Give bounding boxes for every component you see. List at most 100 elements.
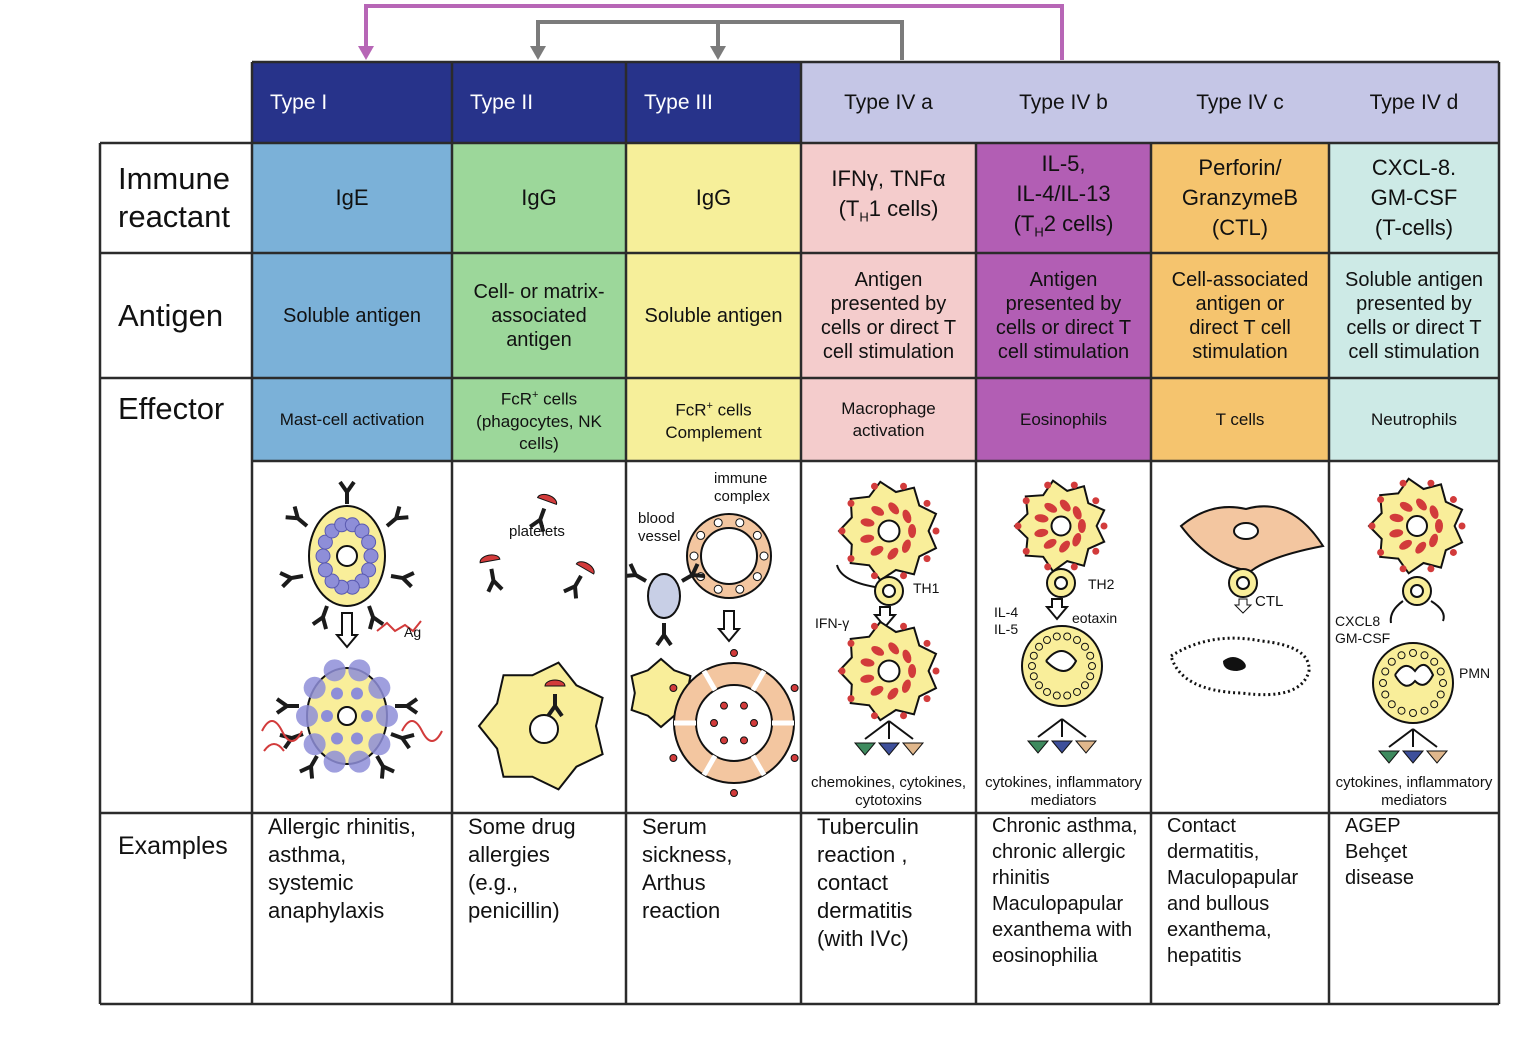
type-header-5: Type IV b (976, 62, 1151, 143)
antibody-icon (285, 505, 309, 528)
examples-cell-7: AGEP Behçet disease (1329, 813, 1499, 1004)
granule (860, 518, 875, 527)
text-line: hepatitis (1167, 945, 1242, 967)
antibody-icon (390, 571, 415, 589)
eosinophil-granule (1073, 687, 1081, 696)
bilobed-nucleus (1045, 650, 1078, 672)
granule (902, 509, 912, 524)
platelet-body (479, 554, 501, 564)
text-line: systemic (268, 870, 354, 895)
granule (1044, 502, 1058, 513)
examples-cell-1: Allergic rhinitis, asthma, systemic anaphyl… (252, 813, 452, 1004)
multilobed-nucleus (1394, 664, 1435, 687)
antibody-arms (367, 605, 385, 630)
receptor-dot (847, 555, 855, 563)
mediator-arrow (1388, 728, 1414, 748)
eosinophil-granule (1080, 681, 1089, 690)
granule (1399, 539, 1412, 550)
examples-cell-6: Contact dermatitis, Maculopapular and bullo… (1151, 813, 1329, 1004)
arrow-down-icon (334, 612, 360, 649)
granule (860, 674, 875, 683)
released-granule (348, 750, 371, 773)
reactant-cell-7: CXCL-8. GM-CSF (T-cells) (1329, 143, 1499, 253)
mediator-triangle (901, 742, 925, 756)
label-line: CTL (1255, 593, 1283, 610)
text-line: contact (817, 870, 888, 895)
receptor-dot (870, 572, 878, 580)
label-ifn: IFN-γ (815, 615, 849, 631)
row-label-reactant: Immune reactant (100, 143, 252, 253)
text-line: Eosinophils (1020, 409, 1107, 429)
eosinophil-granule (1086, 651, 1095, 660)
receptor-dot (1092, 547, 1100, 555)
granule (888, 502, 900, 515)
wall-gap (701, 754, 718, 777)
platelet-icon (479, 554, 504, 593)
gray-arrow (530, 20, 904, 60)
text-line: IgG (521, 185, 557, 210)
receptor-dot (1399, 565, 1407, 573)
examples-cell-3: Serum sickness, Arthus reaction (626, 813, 801, 1004)
receptor-dot (1070, 481, 1078, 489)
label-line: IL-5 (994, 621, 1018, 637)
effector-cell-1: Mast-cell activation (252, 378, 452, 461)
receptor-dot (1100, 522, 1108, 530)
label-ag: Ag (404, 624, 421, 640)
mediator-triangle (1377, 750, 1401, 764)
caption-type-4a: chemokines, cytokines, cytotoxins (810, 774, 967, 809)
text-line: disease (1345, 867, 1414, 889)
purple-arrow (358, 4, 1064, 60)
antibody-arms (375, 755, 395, 779)
immune-complex (740, 701, 748, 710)
reactant-cell-6: Perforin/GranzymeB (CTL) (1151, 143, 1329, 253)
neutrophil-granule (1409, 649, 1417, 657)
antibody-arms (529, 507, 547, 533)
text-line: Cell- or matrix- (473, 280, 605, 303)
granule (1077, 519, 1086, 533)
text-line: T cells (1215, 409, 1265, 429)
granule (888, 642, 900, 655)
receptor-dot (1377, 496, 1385, 504)
receptor-dot (900, 622, 908, 630)
released-granule (323, 750, 346, 773)
receptor-dot (1014, 522, 1022, 530)
text-line: IgG (695, 185, 732, 210)
text-line: (with IVc) (817, 926, 909, 951)
text-line: direct T cell (1189, 316, 1291, 339)
receptor-dot (1368, 522, 1376, 530)
text-line: (TH2 cells) (1013, 210, 1114, 240)
label-immune_complex: immune complex (714, 470, 770, 505)
nucleus (337, 706, 357, 726)
antibody-icon (390, 732, 415, 750)
text-line: (e.g., (468, 870, 519, 895)
label-blood_vessel: blood vessel (638, 510, 681, 545)
text-line: (TH1 cells) (838, 195, 939, 225)
type-header-1: Type I (252, 62, 452, 143)
granule (1034, 514, 1049, 523)
text-line: IL-4/IL-13 (1016, 180, 1111, 206)
subscript-h: H (859, 209, 869, 225)
damaged-lumen (695, 684, 773, 762)
antigen-cell-3: Soluble antigen (626, 253, 801, 378)
t-cell-nucleus (1236, 576, 1250, 590)
target-nucleus (1233, 522, 1259, 540)
receptor-dot (847, 639, 855, 647)
released-granule (348, 659, 371, 682)
immune-complex (730, 789, 738, 797)
arrow-down-icon (1044, 598, 1070, 621)
platelet-body (536, 493, 558, 506)
mediator-arrow (864, 720, 890, 740)
eosinophil-granule (1043, 636, 1051, 645)
arrow-down-icon (872, 606, 898, 629)
neutrophil-granule (1439, 679, 1447, 687)
mediator-arrow (1412, 728, 1438, 748)
text-line: Chronic asthma, (992, 815, 1138, 837)
text-line: Antigen (854, 268, 923, 291)
mediator-triangle (853, 742, 877, 756)
text-line: Serum (642, 814, 707, 839)
granule (351, 732, 363, 745)
antibody-arms (390, 571, 415, 589)
text-line: CXCL-8. (1371, 155, 1457, 180)
text-line: Macrophage (841, 398, 936, 418)
antibody-arms (655, 623, 673, 647)
